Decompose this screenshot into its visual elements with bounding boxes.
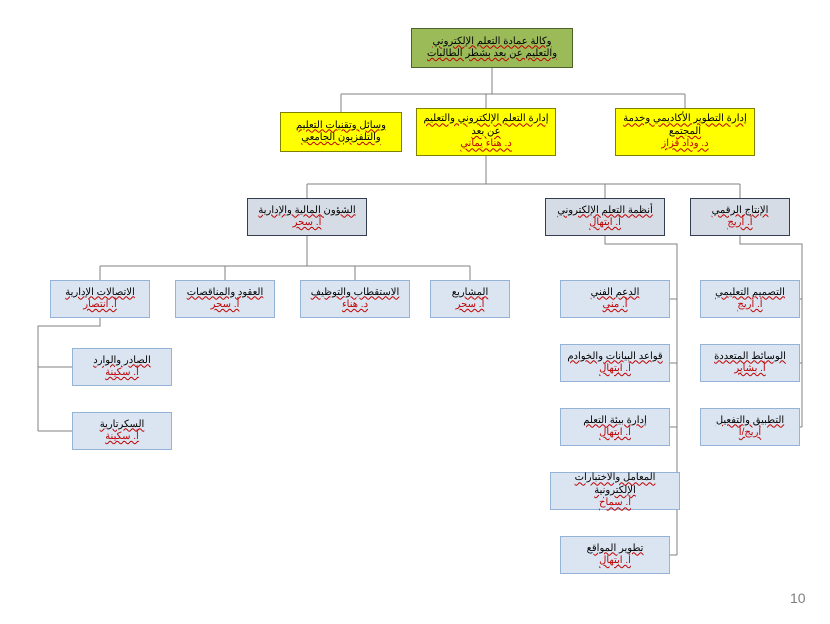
node-person: أ. أريج <box>727 217 752 230</box>
node-person: أ. سحر <box>293 217 322 230</box>
node-title: قواعد البيانات والخوادم <box>567 351 662 364</box>
node-y_media: وسائل وتقنيات التعليم والتلفزيون الجامعي <box>280 112 402 152</box>
node-title: الوسائط المتعددة <box>714 351 786 364</box>
node-title: العقود والمناقصات <box>187 287 264 300</box>
node-b_design: التصميم التعليميأ. أريج <box>700 280 800 318</box>
page-number: 10 <box>790 590 806 606</box>
node-title: السكرتارية <box>100 419 145 432</box>
node-g_systems: أنظمة التعلم الإلكترونيأ. ابتهال <box>545 198 665 236</box>
node-person: أ. سماح <box>599 497 631 510</box>
node-person: أ. بشاير <box>734 363 765 376</box>
node-title: الاتصالات الإدارية <box>65 287 135 300</box>
node-title: التطبيق والتفعيل <box>716 415 784 428</box>
node-title: الدعم الفني <box>591 287 640 300</box>
node-person: أ. سحر <box>456 299 485 312</box>
node-b_inout: الصادر والواردأ. سكينة <box>72 348 172 386</box>
node-person: أ. منى <box>602 299 627 312</box>
node-y_dev: إدارة التطوير الأكاديمي وخدمة المجتمعد. … <box>615 108 755 156</box>
node-person: أ. ابتهال <box>599 427 631 440</box>
node-b_projects: المشاريعأ. سحر <box>430 280 510 318</box>
node-b_db: قواعد البيانات والخوادمأ. ابتهال <box>560 344 670 382</box>
node-b_multimedia: الوسائط المتعددةأ. بشاير <box>700 344 800 382</box>
node-title: الإنتاج الرقمي <box>712 205 769 218</box>
node-g_finance: الشؤون المالية والإداريةأ. سحر <box>247 198 367 236</box>
node-g_digital: الإنتاج الرقميأ. أريج <box>690 198 790 236</box>
node-b_apply: التطبيق والتفعيلأريج/أ <box>700 408 800 446</box>
node-title: إدارة التعلم الإلكتروني والتعليم عن بعد <box>421 113 551 138</box>
node-title: المشاريع <box>452 287 489 300</box>
node-b_secretary: السكرتاريةأ. سكينة <box>72 412 172 450</box>
node-person: أ. ابتهال <box>599 363 631 376</box>
node-title: وسائل وتقنيات التعليم والتلفزيون الجامعي <box>285 120 397 145</box>
node-b_webdev: تطوير المواقعأ. ابتهال <box>560 536 670 574</box>
node-b_labs: المعامل والاختبارات الإلكترونيةأ. سماح <box>550 472 680 510</box>
node-person: د. هناء يماني <box>460 138 512 151</box>
node-b_admincomm: الاتصالات الإداريةأ. انتصار <box>50 280 150 318</box>
node-b_support: الدعم الفنيأ. منى <box>560 280 670 318</box>
node-person: أ. سكينة <box>105 431 139 444</box>
node-title: إدارة بيئة التعلم <box>583 415 646 428</box>
node-person: أريج/أ <box>739 427 761 440</box>
node-person: أ. ابتهال <box>589 217 621 230</box>
node-title: أنظمة التعلم الإلكتروني <box>557 205 653 218</box>
node-person: أ. انتصار <box>83 299 116 312</box>
node-title: الصادر والوارد <box>93 355 151 368</box>
node-title: الشؤون المالية والإدارية <box>258 205 355 218</box>
node-person: أ. ابتهال <box>599 555 631 568</box>
node-title: تطوير المواقع <box>587 543 644 556</box>
node-person: أ. سحر <box>211 299 240 312</box>
node-title: الاستقطاب والتوظيف <box>311 287 400 300</box>
node-b_contracts: العقود والمناقصاتأ. سحر <box>175 280 275 318</box>
node-person: د. وداد قزاز <box>661 138 708 151</box>
node-y_elearn: إدارة التعلم الإلكتروني والتعليم عن بعدد… <box>416 108 556 156</box>
node-title: التصميم التعليمي <box>715 287 785 300</box>
node-b_recruit: الاستقطاب والتوظيفد. هناء <box>300 280 410 318</box>
node-person: د. هناء <box>342 299 368 312</box>
node-root: وكالة عمادة التعلم الإلكتروني والتعليم ع… <box>411 28 573 68</box>
node-person: أ. أريج <box>737 299 762 312</box>
node-person: أ. سكينة <box>105 367 139 380</box>
node-title: إدارة التطوير الأكاديمي وخدمة المجتمع <box>620 113 750 138</box>
node-title: المعامل والاختبارات الإلكترونية <box>555 472 675 497</box>
node-title: وكالة عمادة التعلم الإلكتروني والتعليم ع… <box>416 36 568 61</box>
node-b_lms: إدارة بيئة التعلمأ. ابتهال <box>560 408 670 446</box>
